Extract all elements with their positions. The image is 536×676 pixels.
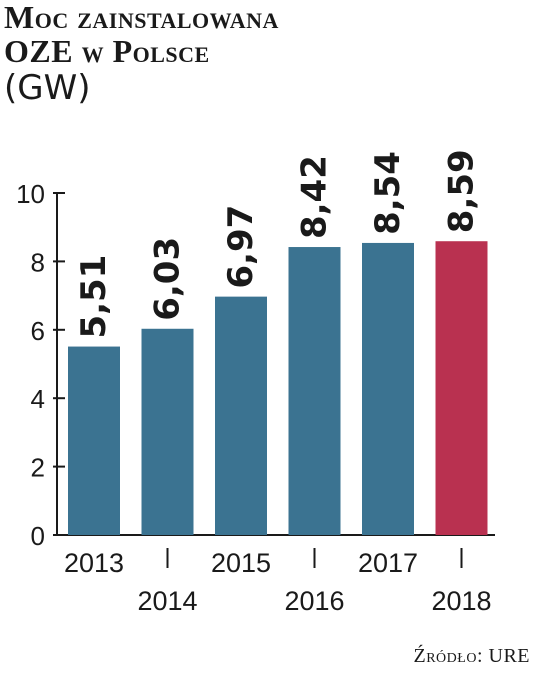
data-label: 8,54	[368, 151, 408, 235]
source-note: Źródło: URE	[413, 645, 530, 667]
chart-title-line2: OZE w Polsce	[4, 33, 210, 69]
chart-title: Moc zainstalowana OZE w Polsce (GW)	[4, 0, 532, 108]
chart-title-line1: Moc zainstalowana	[4, 0, 279, 35]
x-tick-label: 2015	[211, 548, 271, 578]
bar	[215, 296, 267, 535]
chart-unit-label: (GW)	[4, 68, 91, 108]
y-tick-label: 4	[31, 384, 45, 414]
bar	[288, 247, 341, 535]
bar	[362, 242, 414, 535]
bar	[141, 328, 194, 535]
x-tick-label: 2013	[64, 548, 124, 578]
data-label: 8,42	[295, 155, 335, 239]
x-tick-label: 2016	[284, 586, 344, 616]
y-tick-label: 8	[31, 247, 45, 277]
x-tick-label: 2017	[358, 548, 418, 578]
y-tick-label: 0	[31, 521, 45, 551]
data-label: 5,51	[74, 255, 114, 339]
data-label: 6,97	[221, 205, 261, 289]
y-tick-label: 2	[31, 453, 45, 483]
y-tick-label: 6	[31, 316, 45, 346]
x-tick-label: 2014	[137, 586, 197, 616]
data-label: 6,03	[148, 237, 188, 321]
bar	[68, 346, 120, 535]
x-tick-label: 2018	[431, 586, 491, 616]
data-label: 8,59	[442, 149, 482, 233]
y-tick-label: 10	[16, 179, 45, 209]
bar	[435, 241, 488, 536]
